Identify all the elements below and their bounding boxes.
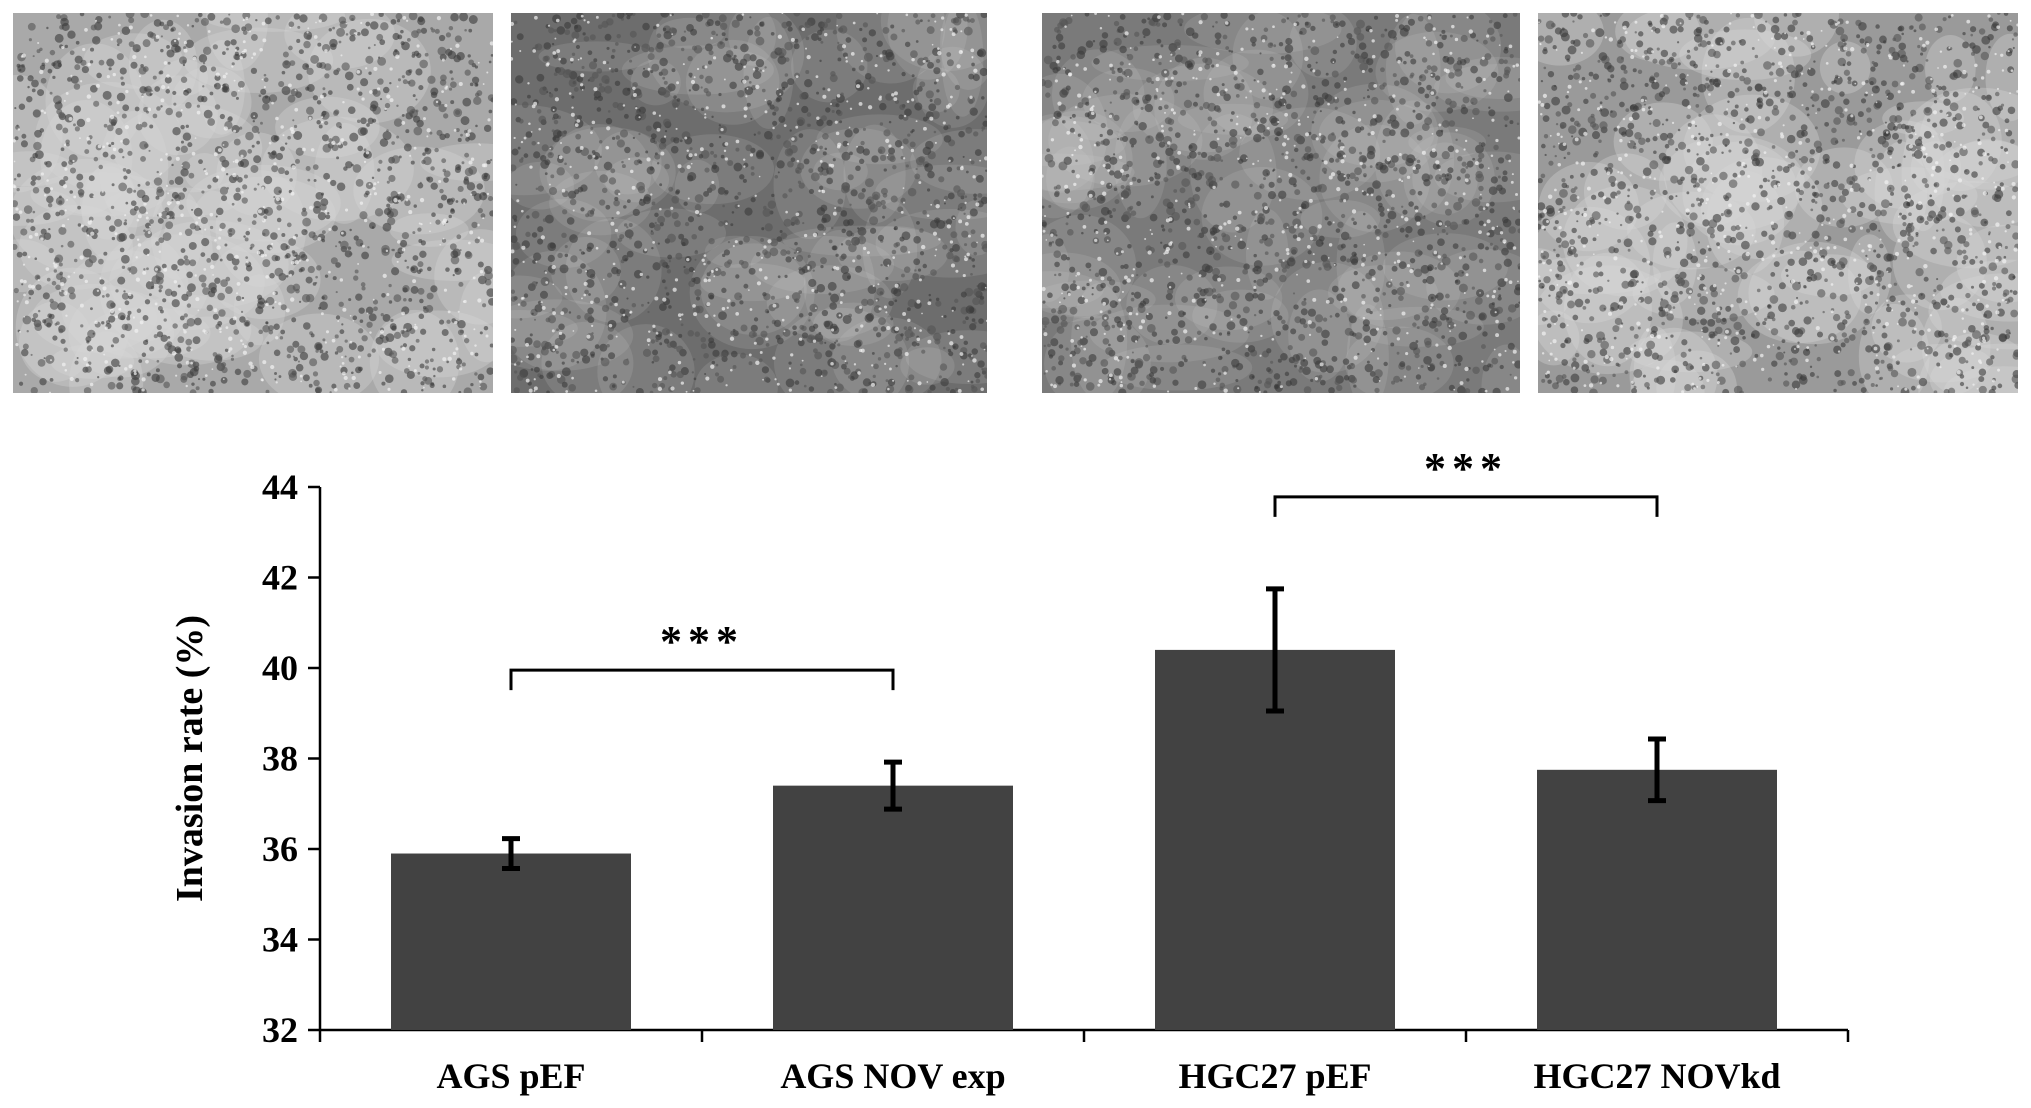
bar	[391, 853, 631, 1030]
bar	[773, 785, 1013, 1030]
y-tick-label: 42	[262, 558, 298, 598]
significance-bracket	[509, 668, 895, 691]
category-label: AGS pEF	[436, 1056, 585, 1096]
y-axis-title: Invasion rate (%)	[169, 615, 211, 902]
category-label: HGC27 pEF	[1178, 1056, 1371, 1096]
significance-label: ***	[660, 617, 744, 666]
y-tick-label: 32	[262, 1010, 298, 1050]
significance-label: ***	[1424, 444, 1508, 493]
bar	[1537, 769, 1777, 1030]
micrograph-hgc27-pef	[1042, 13, 1520, 393]
micrograph-ags-pef	[13, 13, 493, 393]
y-tick-label: 38	[262, 739, 298, 779]
y-tick-label: 34	[262, 920, 298, 960]
category-label: HGC27 NOVkd	[1533, 1056, 1780, 1096]
y-tick-label: 40	[262, 648, 298, 688]
y-tick-label: 44	[262, 467, 298, 507]
micrograph-hgc27-novkd	[1538, 13, 2018, 393]
y-tick-label: 36	[262, 829, 298, 869]
significance-bracket	[1273, 495, 1659, 517]
micrograph-ags-nov-exp	[511, 13, 987, 393]
category-label: AGS NOV exp	[780, 1056, 1005, 1096]
